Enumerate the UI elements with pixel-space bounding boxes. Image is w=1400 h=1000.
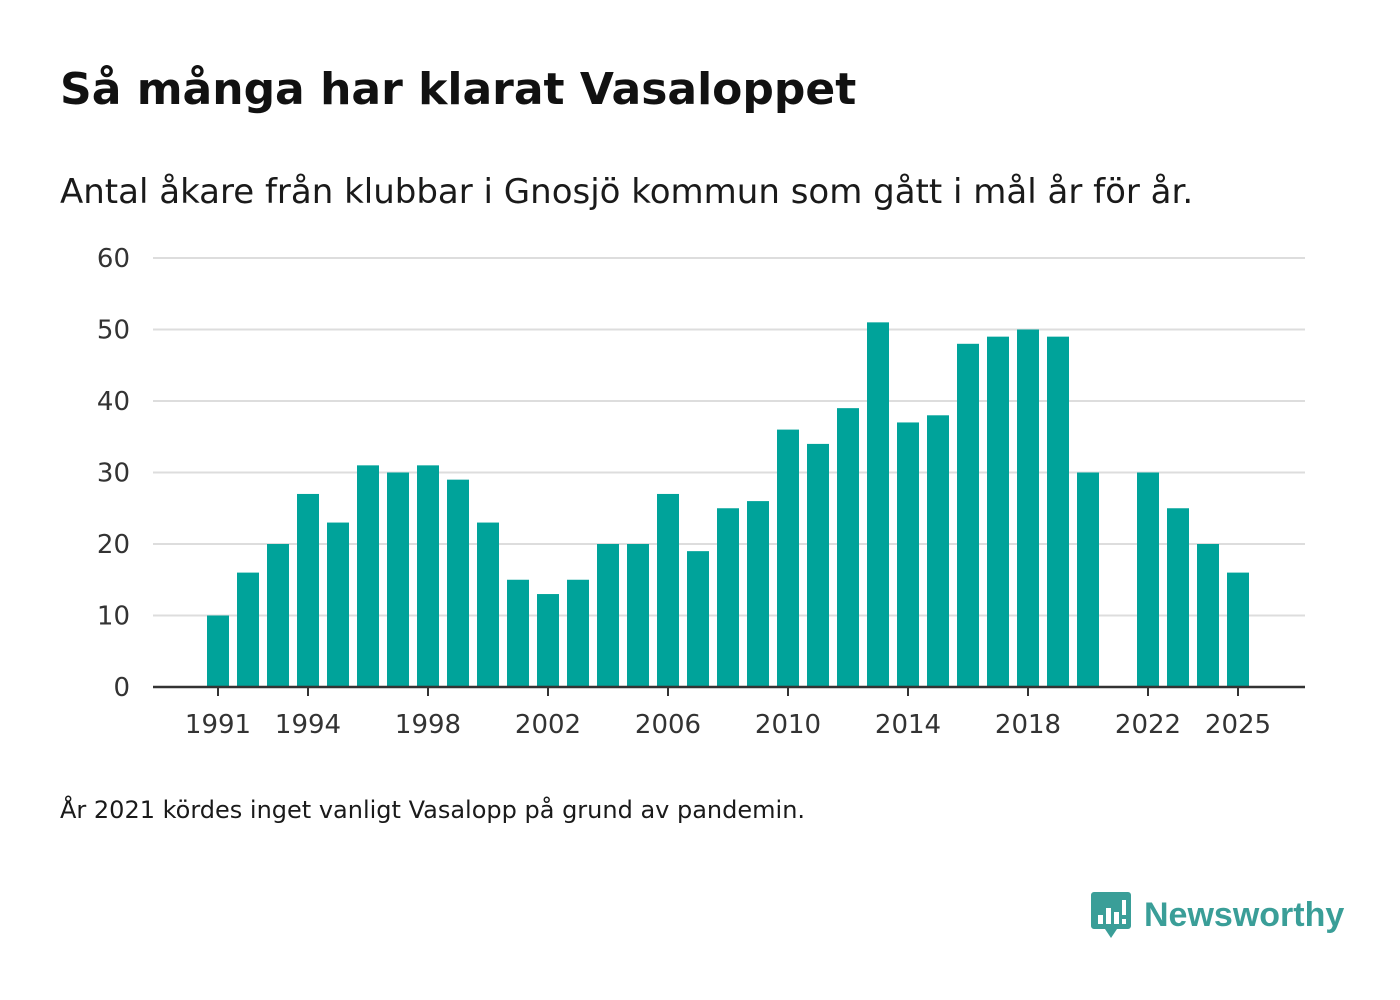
bar-2015 <box>927 415 949 687</box>
bar-2008 <box>717 508 739 687</box>
chart-title: Så många har klarat Vasaloppet <box>60 64 857 115</box>
bar-1996 <box>357 465 379 687</box>
bar-2003 <box>567 579 589 687</box>
bar-2019 <box>1047 336 1069 687</box>
bar-2010 <box>777 429 799 687</box>
bar-2024 <box>1197 544 1219 687</box>
bar-2018 <box>1017 329 1039 687</box>
brand-name: Newsworthy <box>1144 895 1345 934</box>
bar-2000 <box>477 522 499 687</box>
y-tick-label-30: 30 <box>97 459 130 489</box>
x-tick-label-1991: 1991 <box>185 710 251 740</box>
tick-labels: 0 10 20 30 40 50 60 1991 1994 1998 2002 2006 2010 201… <box>97 244 1271 740</box>
x-tick-label-2022: 2022 <box>1115 710 1181 740</box>
x-tick-label-2006: 2006 <box>635 710 701 740</box>
bar-2009 <box>747 501 769 687</box>
y-tick-label-50: 50 <box>97 316 130 346</box>
y-tick-label-10: 10 <box>97 602 130 632</box>
bar-2005 <box>627 544 649 687</box>
bar-1995 <box>327 522 349 687</box>
bar-2002 <box>537 594 559 687</box>
bar-2022 <box>1137 472 1159 687</box>
x-tick-label-1998: 1998 <box>395 710 461 740</box>
bar-1991 <box>207 615 229 687</box>
y-tick-label-40: 40 <box>97 387 130 417</box>
bar-2023 <box>1167 508 1189 687</box>
bar-2020 <box>1077 472 1099 687</box>
bar-2016 <box>957 343 979 687</box>
bar-chart: 0 10 20 30 40 50 60 1991 1994 1998 2002 2006 2010 201… <box>97 244 1305 740</box>
bar-1992 <box>237 572 259 687</box>
footnote: År 2021 kördes inget vanligt Vasalopp på… <box>60 796 806 824</box>
x-tick-label-2014: 2014 <box>875 710 941 740</box>
bar-2014 <box>897 422 919 687</box>
bar-1998 <box>417 465 439 687</box>
bar-1999 <box>447 479 469 687</box>
x-tick-label-2002: 2002 <box>515 710 581 740</box>
axes <box>153 685 1305 696</box>
bar-2017 <box>987 336 1009 687</box>
y-tick-label-0: 0 <box>113 673 130 703</box>
x-tick-label-2018: 2018 <box>995 710 1061 740</box>
bars <box>207 322 1249 687</box>
bar-1994 <box>297 493 319 687</box>
newsworthy-logo-icon <box>1091 892 1131 938</box>
x-tick-label-2010: 2010 <box>755 710 821 740</box>
x-tick-label-1994: 1994 <box>275 710 341 740</box>
chart-subtitle: Antal åkare från klubbar i Gnosjö kommun… <box>60 172 1194 212</box>
x-tick-label-2025: 2025 <box>1205 710 1271 740</box>
y-tick-label-60: 60 <box>97 244 130 274</box>
y-tick-label-20: 20 <box>97 530 130 560</box>
bar-1993 <box>267 544 289 687</box>
bar-2001 <box>507 579 529 687</box>
bar-2004 <box>597 544 619 687</box>
bar-2012 <box>837 408 859 687</box>
bar-1997 <box>387 472 409 687</box>
bar-2025 <box>1227 572 1249 687</box>
bar-2006 <box>657 493 679 687</box>
newsworthy-brand: Newsworthy <box>1090 890 1344 940</box>
bar-2011 <box>807 443 829 687</box>
bar-2013 <box>867 322 889 687</box>
bar-2007 <box>687 551 709 687</box>
